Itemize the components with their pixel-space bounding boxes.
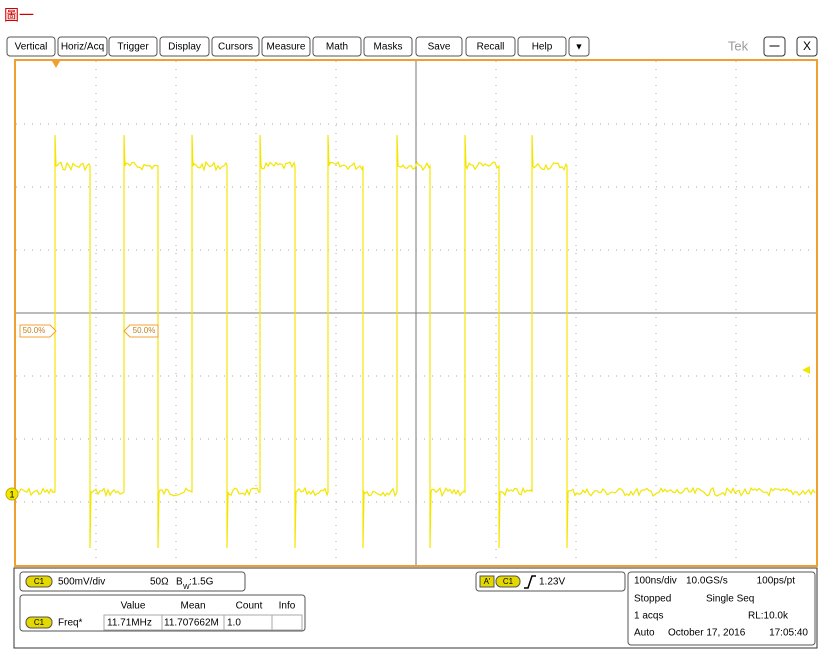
channel-badge	[25, 616, 53, 629]
measurement-name: Freq*	[58, 618, 83, 629]
menu-button[interactable]: Display	[159, 36, 210, 57]
bandwidth-sub: W	[183, 584, 190, 591]
menu-button[interactable]: Trigger	[108, 36, 158, 57]
acq-state: Stopped	[634, 594, 671, 605]
impedance: 50Ω	[150, 577, 169, 588]
button-face	[57, 36, 108, 57]
record-length: RL:10.0k	[748, 611, 789, 622]
trigger-slope-icon	[524, 575, 536, 589]
measurement-header: Mean	[180, 601, 205, 612]
button-face	[211, 36, 260, 57]
measurement-channel: C1	[34, 618, 45, 627]
graticule	[16, 61, 816, 565]
button-label: Measure	[267, 42, 306, 53]
menu-button[interactable]: Vertical	[6, 36, 56, 57]
acq-mode: Single Seq	[706, 594, 754, 605]
ref-marker: 50.0%	[19, 324, 57, 338]
ref-marker-label: 50.0%	[133, 326, 156, 335]
timebase: 100ns/div	[634, 576, 677, 587]
trigger-level: 1.23V	[539, 577, 565, 588]
button-face	[108, 36, 158, 57]
cell	[271, 614, 303, 631]
close-icon: X	[803, 39, 811, 53]
button-face	[6, 36, 56, 57]
menu-button[interactable]: Cursors	[211, 36, 260, 57]
trigger-position-marker	[52, 61, 60, 68]
vertical-scale: 500mV/div	[58, 577, 105, 588]
button-face	[312, 36, 362, 57]
button-label: Horiz/Acq	[61, 42, 104, 53]
measurement-value: 11.71MHz	[107, 618, 152, 629]
button-face	[465, 36, 516, 57]
measurement-table	[19, 594, 306, 632]
button-face	[261, 36, 311, 57]
menu-button[interactable]: Save	[415, 36, 463, 57]
channel-marker-label: 1	[9, 489, 14, 499]
ref-marker-label: 50.0%	[23, 326, 46, 335]
channel-marker	[5, 487, 19, 501]
trigger-channel: C1	[503, 577, 514, 586]
acquisition-readout	[627, 571, 816, 646]
sample-rate: 10.0GS/s	[686, 576, 728, 587]
measurement-header: Value	[121, 601, 146, 612]
button-label: Trigger	[117, 42, 149, 53]
measurement-mean: 11.707662M	[164, 618, 219, 629]
button-face	[363, 36, 413, 57]
menu-button[interactable]: Measure	[261, 36, 311, 57]
button-face	[568, 36, 590, 57]
button-label: Cursors	[218, 42, 253, 53]
time: 17:05:40	[769, 628, 808, 639]
trigger-channel-badge	[495, 575, 521, 588]
menu-button[interactable]: Recall	[465, 36, 516, 57]
trigger-level-marker	[802, 366, 810, 374]
date: October 17, 2016	[668, 628, 746, 639]
button-face	[159, 36, 210, 57]
button-label: Display	[168, 42, 201, 53]
measurement-header: Info	[279, 601, 296, 612]
button-label: Save	[428, 42, 451, 53]
trigger-mode-auto: Auto	[634, 628, 655, 639]
trigger-mode-badge	[479, 575, 495, 588]
close-button[interactable]: X	[796, 36, 818, 57]
button-label: Recall	[477, 42, 505, 53]
measurement-header: Count	[236, 601, 263, 612]
channel-badge	[25, 575, 53, 588]
brand: Tek	[728, 38, 749, 53]
dropdown-button[interactable]: ▼	[568, 36, 590, 57]
vertical-readout	[19, 571, 246, 592]
bandwidth-prefix: B	[176, 577, 183, 588]
minimize-icon: —	[770, 41, 780, 52]
acq-count: 1 acqs	[634, 611, 663, 622]
minimize-button[interactable]: —	[763, 36, 786, 57]
button-face	[415, 36, 463, 57]
trigger-mode: A'	[484, 577, 491, 586]
menu-button[interactable]: Math	[312, 36, 362, 57]
button-label: ▼	[575, 41, 584, 51]
figure-label: 圖一	[4, 7, 34, 24]
button-label: Masks	[374, 42, 403, 53]
waveform	[16, 134, 816, 549]
menu-button[interactable]: Horiz/Acq	[57, 36, 108, 57]
menu-button[interactable]: Masks	[363, 36, 413, 57]
measurement-count: 1.0	[227, 618, 241, 629]
button-face	[517, 36, 567, 57]
bandwidth: :1.5G	[189, 577, 214, 588]
toolbar: Vertical Horiz/Acq Trigger Display Cursors Me…	[6, 36, 590, 57]
resolution: 100ps/pt	[757, 576, 796, 587]
button-label: Help	[532, 42, 553, 53]
button-label: Vertical	[15, 42, 48, 53]
button-label: Math	[326, 42, 348, 53]
ref-marker: 50.0%	[123, 324, 159, 338]
channel-badge-label: C1	[34, 577, 45, 586]
menu-button[interactable]: Help	[517, 36, 567, 57]
